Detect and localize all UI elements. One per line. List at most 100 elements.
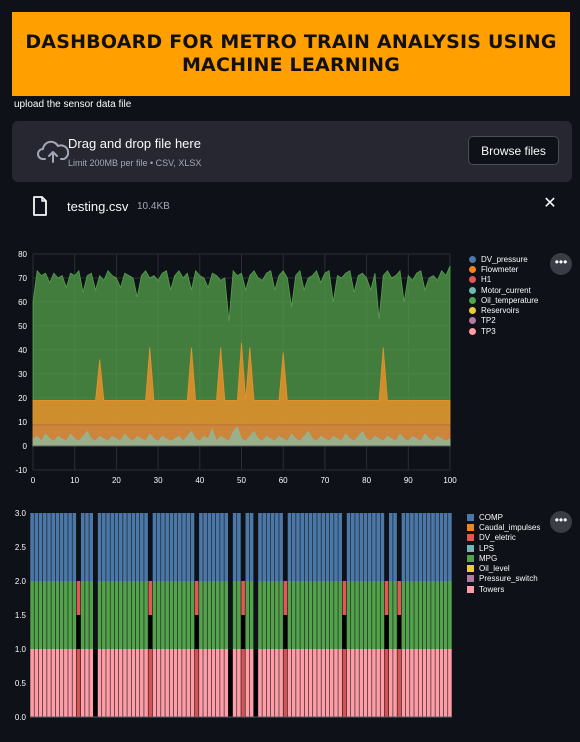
- bar-mpg: [232, 581, 237, 649]
- bar-dv-eletric: [283, 581, 288, 615]
- file-dropzone[interactable]: Drag and drop file here Limit 200MB per …: [12, 121, 572, 182]
- bar-comp: [161, 513, 165, 581]
- legend-item-flowmeter[interactable]: Flowmeter: [469, 264, 538, 274]
- bar-comp: [389, 513, 393, 581]
- bar-towers: [118, 649, 123, 717]
- legend-item-reservoirs[interactable]: Reservoirs: [469, 305, 538, 315]
- bar-comp: [258, 513, 262, 581]
- bar-towers: [249, 649, 254, 717]
- bar-mpg: [426, 581, 431, 649]
- bar-towers: [308, 649, 313, 717]
- legend-item-towers[interactable]: Towers: [467, 584, 540, 594]
- legend-item-oil-level[interactable]: Oil_level: [467, 563, 540, 573]
- bar-comp: [279, 513, 283, 581]
- legend-item-dv-pressure[interactable]: DV_pressure: [469, 254, 538, 264]
- legend-item-lps[interactable]: LPS: [467, 543, 540, 553]
- bar-towers: [211, 649, 216, 717]
- bar-mpg: [178, 581, 182, 649]
- bar-comp: [313, 513, 317, 581]
- bar-towers: [435, 649, 440, 717]
- bar-mpg: [59, 581, 64, 649]
- legend-item-comp[interactable]: COMP: [467, 512, 540, 522]
- bar-comp: [329, 513, 334, 581]
- bar-comp: [232, 513, 237, 581]
- bar-mpg: [169, 581, 174, 649]
- dropzone-title: Drag and drop file here: [68, 136, 201, 151]
- bar-comp: [59, 513, 64, 581]
- bar-towers: [173, 649, 178, 717]
- legend-swatch: [469, 265, 476, 273]
- bar-comp: [237, 513, 241, 581]
- legend-label: Oil_level: [479, 564, 510, 574]
- legend-item-tp3[interactable]: TP3: [469, 326, 538, 336]
- bar-dv-eletric: [342, 581, 347, 615]
- bar-comp: [426, 513, 431, 581]
- bar-towers: [410, 649, 414, 717]
- bar-towers: [203, 649, 207, 717]
- bar-comp: [165, 513, 169, 581]
- bar-towers: [426, 649, 431, 717]
- bar-mpg: [30, 581, 34, 649]
- bar-towers: [186, 649, 191, 717]
- bar-gap: [228, 649, 233, 717]
- bar-towers: [38, 649, 43, 717]
- bar-mpg: [317, 581, 321, 649]
- bar-towers: [114, 649, 119, 717]
- legend-item-motor-current[interactable]: Motor_current: [469, 285, 538, 295]
- bar-towers: [405, 649, 410, 717]
- bar-towers: [275, 649, 279, 717]
- bar-mpg: [300, 581, 304, 649]
- chart1-menu-button[interactable]: •••: [550, 253, 572, 275]
- bar-comp: [30, 513, 34, 581]
- chart1-legend: DV_pressure Flowmeter H1 Motor_current Oil_t…: [469, 254, 538, 336]
- browse-files-button[interactable]: Browse files: [468, 136, 559, 165]
- legend-item-pressure-switch[interactable]: Pressure_switch: [467, 574, 540, 584]
- bar-comp: [410, 513, 414, 581]
- bar-comp: [169, 513, 174, 581]
- bar-comp: [287, 513, 292, 581]
- legend-swatch: [467, 534, 474, 542]
- bar-comp: [338, 513, 342, 581]
- bar-dv-eletric: [194, 581, 199, 615]
- bar-comp: [414, 513, 418, 581]
- bar-towers: [300, 649, 304, 717]
- bar-towers: [346, 649, 351, 717]
- bar-comp: [118, 513, 123, 581]
- bar-comp: [97, 513, 102, 581]
- bar-comp: [186, 513, 191, 581]
- chart1-ytick-label: 70: [18, 274, 27, 283]
- bar-mpg: [270, 581, 275, 649]
- bar-mpg: [186, 581, 191, 649]
- legend-item-oil-temperature[interactable]: Oil_temperature: [469, 295, 538, 305]
- legend-item-dv-eletric[interactable]: DV_eletric: [467, 533, 540, 543]
- legend-item-mpg[interactable]: MPG: [467, 553, 540, 563]
- remove-file-icon[interactable]: ✕: [543, 195, 557, 212]
- chart2-ytick-label: 1.0: [15, 645, 27, 654]
- bar-towers: [443, 649, 448, 717]
- legend-item-h1[interactable]: H1: [469, 275, 538, 285]
- bar-towers: [215, 649, 220, 717]
- bar-comp: [439, 513, 444, 581]
- bar-comp: [38, 513, 43, 581]
- legend-item-caudal-impulses[interactable]: Caudal_impulses: [467, 522, 540, 532]
- bar-comp: [405, 513, 410, 581]
- bar-mpg: [190, 581, 195, 649]
- bar-towers: [165, 649, 169, 717]
- chart2-menu-button[interactable]: •••: [550, 511, 572, 533]
- bar-mpg: [410, 581, 414, 649]
- bar-mpg: [296, 581, 300, 649]
- legend-label: MPG: [479, 553, 498, 563]
- legend-swatch: [467, 554, 474, 562]
- upload-label: upload the sensor data file: [14, 99, 132, 110]
- legend-item-tp2[interactable]: TP2: [469, 316, 538, 326]
- bar-towers: [80, 649, 85, 717]
- bar-mpg: [135, 581, 140, 649]
- chart1-ytick-label: 0: [23, 442, 28, 451]
- legend-label: Flowmeter: [481, 264, 519, 274]
- bar-mpg: [207, 581, 212, 649]
- bar-comp: [178, 513, 182, 581]
- chart1-ytick-label: 60: [18, 298, 27, 307]
- bar-comp: [156, 513, 161, 581]
- bar-towers: [89, 649, 93, 717]
- title-banner: DASHBOARD FOR METRO TRAIN ANALYSIS USING…: [12, 12, 570, 96]
